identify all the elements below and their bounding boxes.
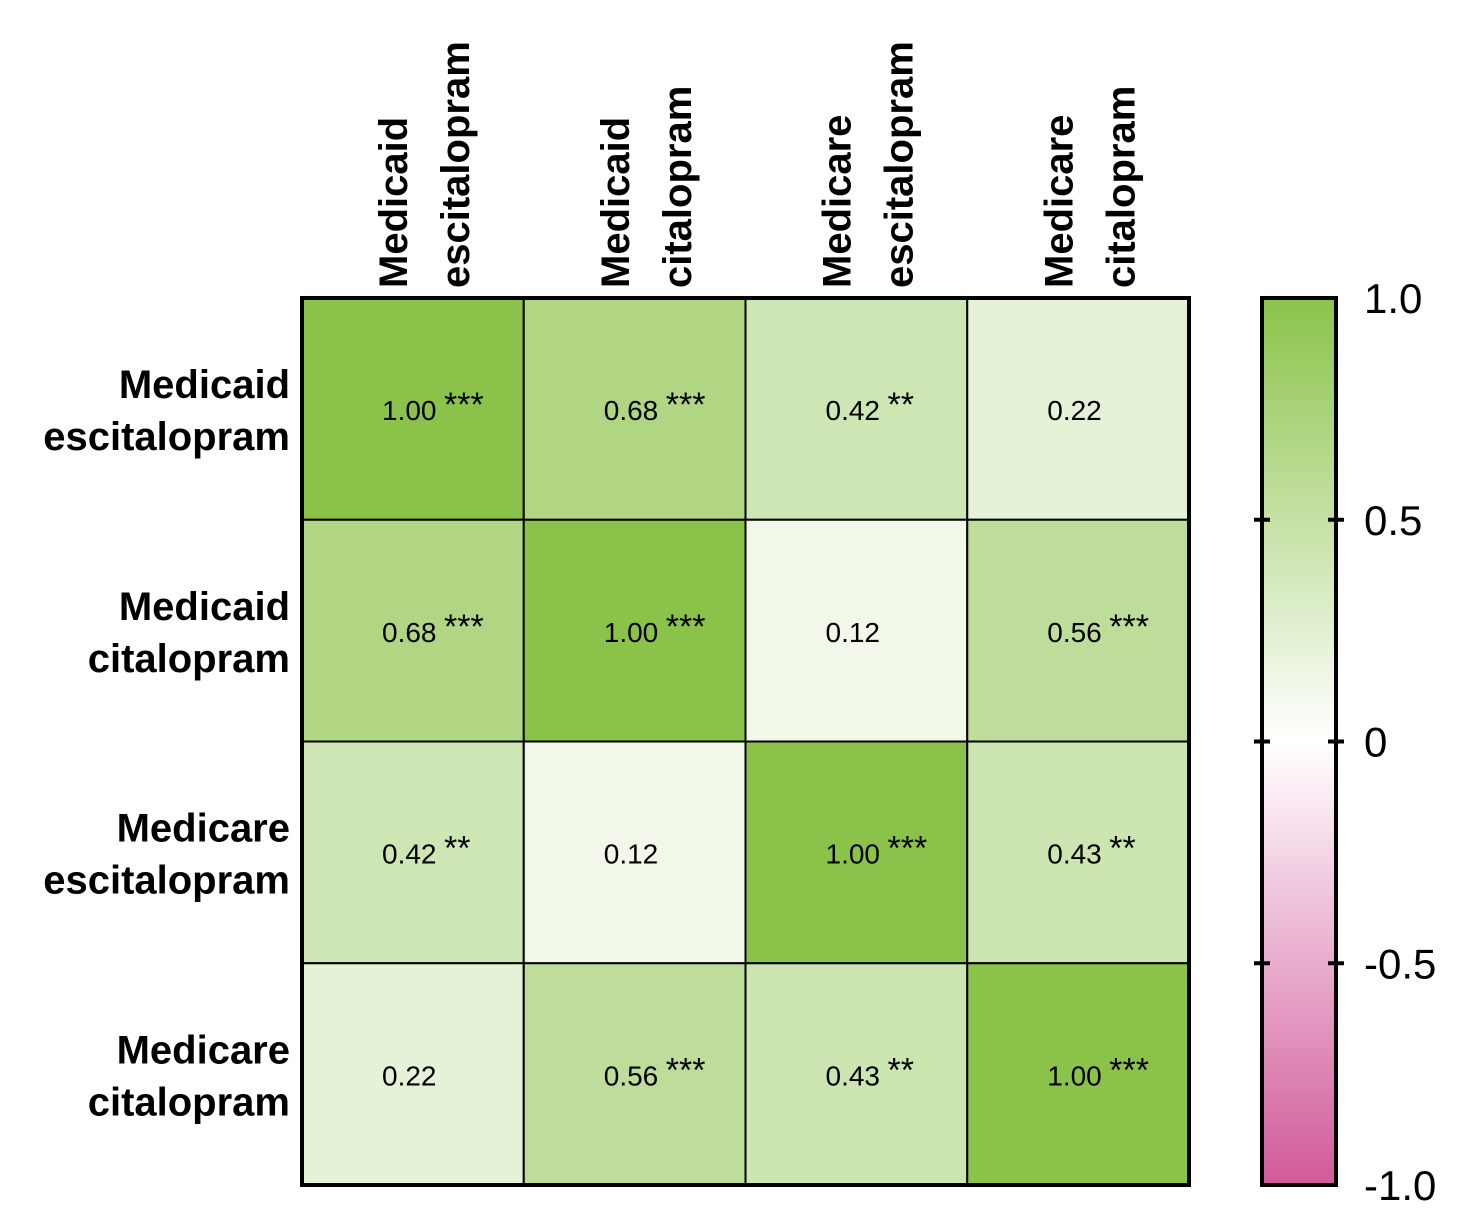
- column-label: Medicare: [1037, 115, 1081, 288]
- heatmap-cell: [966, 518, 1190, 743]
- cell-value-label: 0.43: [826, 1060, 881, 1091]
- column-label: citalopram: [656, 86, 700, 288]
- cell-value-label: 0.22: [1047, 395, 1102, 426]
- cell-significance-label: ***: [666, 608, 706, 646]
- cell-value-label: 0.12: [826, 617, 881, 648]
- cell-value-label: 0.42: [382, 839, 437, 870]
- colorbar-tick-label: -1.0: [1364, 1162, 1436, 1209]
- heatmap-cell: [966, 962, 1190, 1186]
- cell-significance-label: **: [1109, 830, 1135, 868]
- cell-value-label: 0.43: [1047, 839, 1102, 870]
- heatmap-cell: [522, 297, 747, 521]
- heatmap-cell: [301, 962, 525, 1186]
- cell-significance-label: ***: [888, 830, 928, 868]
- cell-value-label: 1.00: [382, 395, 437, 426]
- cell-value-label: 0.12: [604, 839, 659, 870]
- column-label: Medicaid: [594, 117, 638, 288]
- column-label: escitalopram: [878, 41, 922, 288]
- heatmap-cell: [522, 740, 747, 965]
- cell-significance-label: ***: [444, 386, 484, 424]
- cell-significance-label: **: [888, 386, 914, 424]
- cell-value-label: 1.00: [1047, 1060, 1102, 1091]
- heatmap-cell: [522, 518, 747, 743]
- column-label: escitalopram: [434, 41, 478, 288]
- cell-value-label: 1.00: [604, 617, 659, 648]
- colorbar: 1.0 0.5 0 -0.5 -1.0: [1254, 275, 1436, 1209]
- cell-value-label: 1.00: [826, 839, 881, 870]
- cell-significance-label: **: [888, 1051, 914, 1089]
- cell-value-label: 0.68: [382, 617, 437, 648]
- row-label: citalopram: [88, 637, 290, 681]
- cell-significance-label: **: [444, 830, 470, 868]
- heatmap-cell: [966, 740, 1190, 965]
- heatmap-cell: [522, 962, 747, 1186]
- heatmap-cell: [301, 297, 525, 521]
- cell-value-label: 0.56: [604, 1060, 659, 1091]
- column-label: Medicaid: [372, 117, 416, 288]
- cell-significance-label: ***: [444, 608, 484, 646]
- column-label: Medicare: [816, 115, 860, 288]
- heatmap-border: [300, 296, 1191, 1187]
- cell-significance-label: ***: [666, 1051, 706, 1089]
- column-label: citalopram: [1099, 86, 1143, 288]
- row-label: citalopram: [88, 1080, 290, 1124]
- colorbar-tick-label: 1.0: [1364, 275, 1422, 322]
- cell-significance-label: ***: [666, 386, 706, 424]
- row-label: Medicaid: [119, 363, 290, 407]
- cell-value-label: 0.42: [826, 395, 881, 426]
- colorbar-tick-label: 0: [1364, 719, 1387, 766]
- cell-significance-label: ***: [1109, 608, 1149, 646]
- colorbar-tick-label: -0.5: [1364, 940, 1436, 987]
- colorbar-gradient: [1260, 296, 1338, 1187]
- cell-value-label: 0.56: [1047, 617, 1102, 648]
- row-label: escitalopram: [43, 859, 290, 903]
- cell-value-label: 0.22: [382, 1060, 437, 1091]
- row-label: Medicare: [117, 1028, 290, 1072]
- cell-significance-label: ***: [1109, 1051, 1149, 1089]
- row-label: Medicaid: [119, 585, 290, 629]
- row-label: Medicare: [117, 807, 290, 851]
- row-label: escitalopram: [43, 415, 290, 459]
- colorbar-tick-label: 0.5: [1364, 497, 1422, 544]
- heatmap-cell: [966, 297, 1190, 521]
- cell-value-label: 0.68: [604, 395, 659, 426]
- heatmap-cell: [301, 518, 525, 743]
- heatmap-cell: [744, 962, 969, 1186]
